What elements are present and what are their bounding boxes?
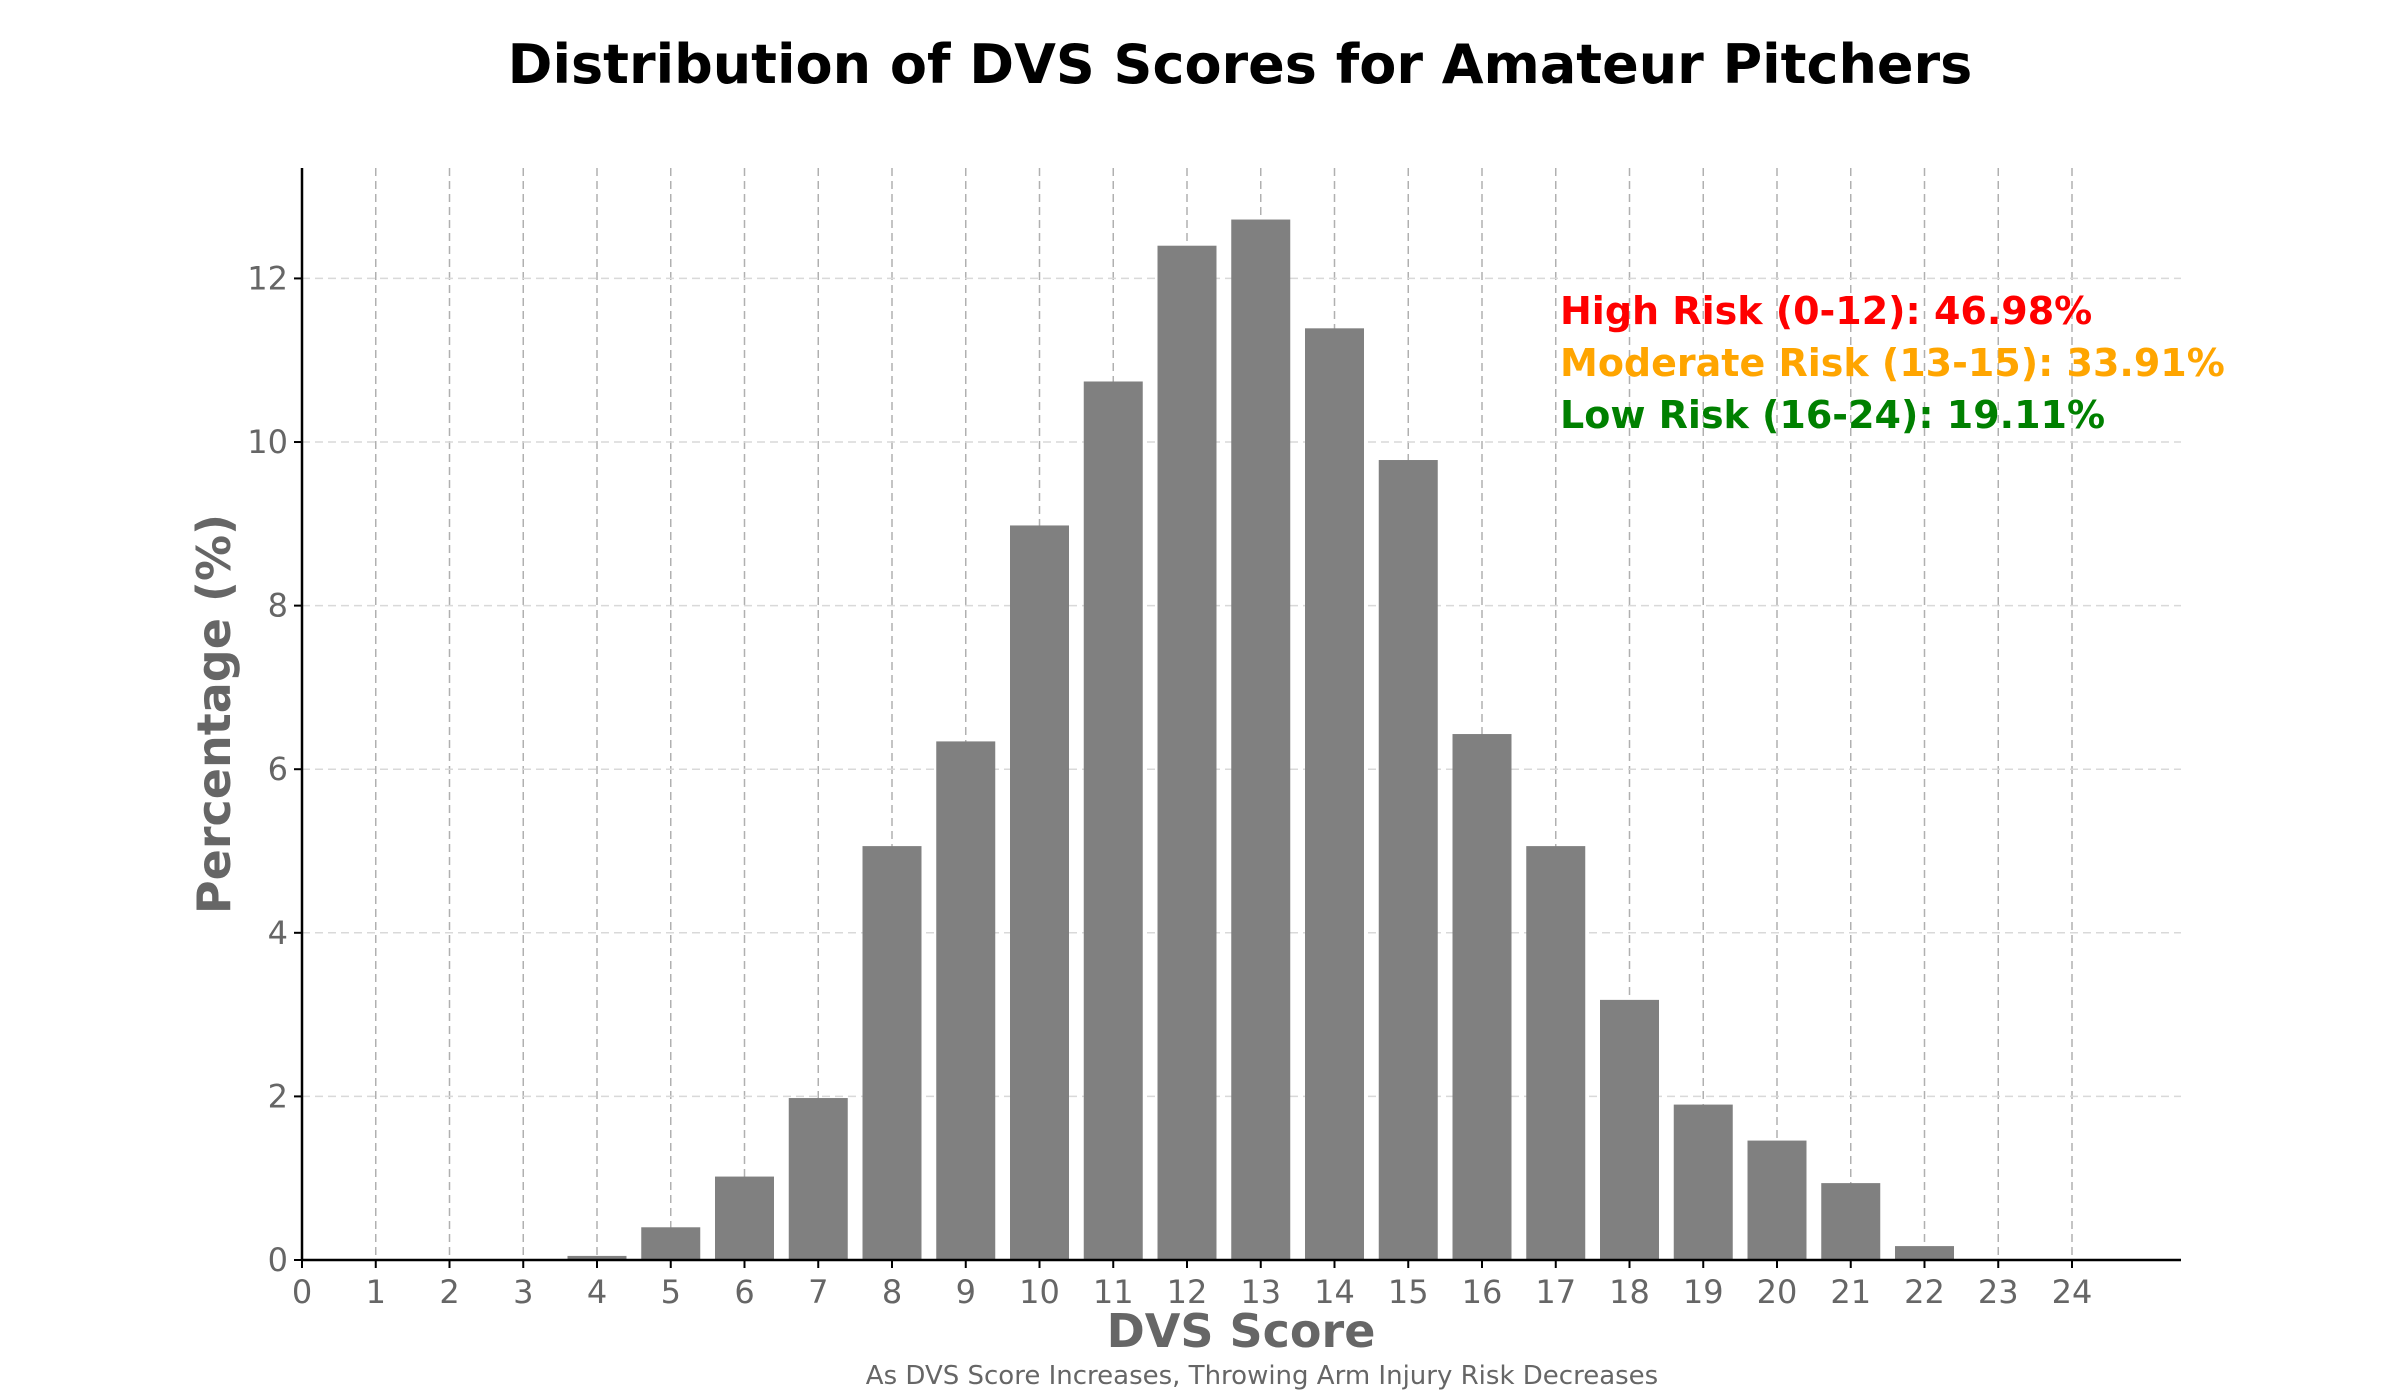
y-tick-label: 12	[247, 259, 288, 297]
x-tick-label: 14	[1314, 1273, 1355, 1311]
bar-score-5	[641, 1227, 701, 1260]
x-tick-label: 7	[808, 1273, 828, 1311]
x-tick-label: 9	[956, 1273, 976, 1311]
x-tick-label: 22	[1904, 1273, 1945, 1311]
x-tick-label: 19	[1683, 1273, 1724, 1311]
y-ticks: 0 2 4 6 8 10 12	[247, 259, 302, 1279]
chart-title: Distribution of DVS Scores for Amateur P…	[508, 33, 1973, 96]
bar-score-6	[715, 1176, 774, 1260]
high-risk-annotation: High Risk (0-12): 46.98%	[1560, 289, 2092, 333]
x-tick-label: 23	[1978, 1273, 2019, 1311]
y-tick-label: 6	[268, 750, 288, 788]
x-tick-label: 11	[1093, 1273, 1134, 1311]
bar-score-4	[567, 1255, 627, 1260]
bar-score-8	[862, 846, 922, 1260]
bar-score-12	[1157, 245, 1217, 1260]
y-tick-label: 0	[268, 1241, 288, 1279]
x-tick-label: 21	[1830, 1273, 1871, 1311]
bar-score-9	[936, 741, 996, 1260]
x-tick-label: 18	[1609, 1273, 1650, 1311]
x-tick-label: 16	[1462, 1273, 1503, 1311]
bar-score-14	[1305, 328, 1364, 1260]
bar-score-20	[1747, 1140, 1807, 1260]
x-tick-label: 6	[734, 1273, 754, 1311]
x-tick-label: 13	[1240, 1273, 1281, 1311]
bar-score-13	[1231, 219, 1291, 1260]
bar-score-17	[1526, 846, 1586, 1260]
bar-score-19	[1673, 1104, 1733, 1260]
chart-caption: As DVS Score Increases, Throwing Arm Inj…	[866, 1361, 1658, 1391]
bar-score-7	[788, 1098, 848, 1260]
bar-score-21	[1821, 1183, 1881, 1260]
x-tick-label: 5	[661, 1273, 681, 1311]
risk-annotations: High Risk (0-12): 46.98% Moderate Risk (…	[1560, 289, 2225, 437]
x-tick-label: 3	[513, 1273, 533, 1311]
x-tick-label: 17	[1535, 1273, 1576, 1311]
x-axis-label: DVS Score	[1107, 1304, 1376, 1358]
axes	[300, 168, 2181, 1262]
bar-score-22	[1895, 1246, 1954, 1260]
bar-score-11	[1083, 381, 1143, 1260]
bar-score-15	[1378, 460, 1438, 1261]
x-ticks: 0 1 2 3 4 5 6 7 8 9 10 11 12 13 14 15 16 17 18 19 20 21 22 23 24	[292, 1260, 2093, 1311]
bar-score-10	[1010, 525, 1069, 1260]
bar-score-18	[1600, 999, 1659, 1260]
x-tick-label: 12	[1167, 1273, 1208, 1311]
x-tick-label: 4	[587, 1273, 607, 1311]
x-tick-label: 1	[366, 1273, 386, 1311]
y-tick-label: 2	[268, 1077, 288, 1115]
moderate-risk-annotation: Moderate Risk (13-15): 33.91%	[1560, 341, 2225, 385]
x-tick-label: 15	[1388, 1273, 1429, 1311]
bars	[567, 219, 1954, 1261]
x-tick-label: 0	[292, 1273, 312, 1311]
low-risk-annotation: Low Risk (16-24): 19.11%	[1560, 393, 2105, 437]
x-tick-label: 10	[1019, 1273, 1060, 1311]
bar-score-16	[1452, 734, 1512, 1260]
y-axis-label: Percentage (%)	[187, 514, 241, 914]
y-tick-label: 10	[247, 423, 288, 461]
x-tick-label: 8	[882, 1273, 902, 1311]
y-tick-label: 8	[268, 587, 288, 625]
x-tick-label: 2	[439, 1273, 459, 1311]
x-tick-label: 24	[2052, 1273, 2093, 1311]
y-tick-label: 4	[268, 914, 288, 952]
x-tick-label: 20	[1757, 1273, 1798, 1311]
